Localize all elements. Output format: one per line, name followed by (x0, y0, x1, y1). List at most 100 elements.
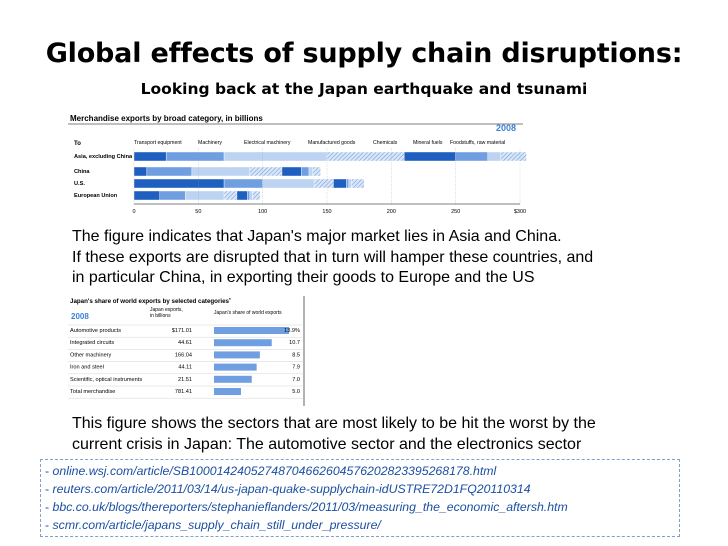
row-label: U.S. (74, 181, 85, 187)
reference-item[interactable]: - scmr.com/article/japans_supply_chain_s… (45, 518, 381, 532)
table-row-category: Other machinery (70, 352, 112, 358)
bar-segment (455, 151, 489, 162)
bar-segment (281, 166, 302, 177)
bar-segment (262, 178, 315, 189)
x-tick-label: 100 (258, 209, 267, 215)
bar-segment (133, 178, 225, 189)
bar-segment (191, 166, 251, 177)
legend-label: Manufactured goods (308, 140, 356, 146)
bar-segment (249, 190, 253, 201)
reference-item[interactable]: - bbc.co.uk/blogs/thereporters/stephanie… (45, 500, 568, 514)
table-row-category: Iron and steel (70, 365, 104, 371)
table-row-share: 8.5 (292, 352, 300, 358)
table-row-share: 5.0 (292, 389, 300, 395)
table-row-share: 7.9 (292, 365, 300, 371)
bar-segment (308, 166, 314, 177)
row-label: European Union (74, 193, 118, 199)
legend-label: Chemicals (373, 140, 398, 146)
table-row-exports: 44.11 (178, 365, 192, 371)
share-bar (214, 327, 289, 334)
bar-segment (333, 178, 347, 189)
bar-segment (223, 190, 238, 201)
bar-segment (252, 190, 261, 201)
bar-segment (165, 151, 225, 162)
table-row-category: Scientific, optical instruments (70, 377, 142, 383)
bar-segment (247, 190, 251, 201)
analysis-paragraph-1: The figure indicates that Japan's major … (72, 227, 712, 289)
table-row-share: 13.9% (284, 328, 300, 334)
x-tick-label: 0 (132, 209, 135, 215)
row-header: To (74, 141, 81, 147)
bar-segment (346, 178, 350, 189)
bar-segment (313, 178, 334, 189)
chart-title: Merchandise exports by broad category, i… (70, 114, 263, 123)
bar-segment (133, 166, 148, 177)
table-row-exports: 166.04 (175, 352, 192, 358)
bar-segment (185, 190, 225, 201)
references-box: - online.wsj.com/article/SB1000142405274… (40, 459, 680, 537)
reference-link[interactable]: reuters.com/article/2011/03/14/us-japan-… (52, 482, 531, 496)
column-header-exports: Japan exports, in billions (150, 307, 183, 319)
slide-subtitle: Looking back at the Japan earthquake and… (140, 80, 588, 98)
table-row-exports: 21.51 (178, 377, 192, 383)
table-title: Japan's share of world exports by select… (70, 297, 231, 305)
column-header-share: Japan's share of world exports (214, 310, 282, 316)
table-row-category: Total merchandise (70, 389, 115, 395)
bar-segment (133, 151, 167, 162)
table-row-share: 7.0 (292, 377, 300, 383)
reference-link[interactable]: bbc.co.uk/blogs/thereporters/stephaniefl… (52, 500, 568, 514)
reference-prefix: - (45, 518, 50, 532)
table-row-category: Integrated circuits (70, 340, 114, 346)
x-tick-label: 200 (387, 209, 396, 215)
bar-segment (326, 151, 405, 162)
bar-segment (500, 151, 527, 162)
slide-title: Global effects of supply chain disruptio… (45, 38, 683, 69)
table-row-exports: 781.41 (175, 389, 192, 395)
reference-link[interactable]: scmr.com/article/japans_supply_chain_sti… (52, 518, 381, 532)
share-bar (214, 388, 241, 395)
table-row-category: Automotive products (70, 328, 121, 334)
bar-segment (133, 190, 160, 201)
bar-segment (249, 166, 283, 177)
bar-segment (487, 151, 501, 162)
x-tick-label: 250 (451, 209, 460, 215)
bar-segment (223, 151, 328, 162)
paragraph-line: current crisis in Japan: The automotive … (72, 435, 582, 453)
paragraph-line: If these exports are disrupted that in t… (72, 248, 594, 266)
paragraph-line: The figure indicates that Japan's major … (72, 228, 562, 245)
legend-label: Machinery (198, 140, 222, 146)
share-bar (214, 339, 272, 347)
table-year-label: 2008 (71, 312, 89, 321)
paragraph-line: This figure shows the sectors that are m… (72, 415, 596, 432)
table-row-exports: 44.61 (178, 340, 192, 346)
legend-label: Transport equipment (134, 140, 182, 146)
reference-prefix: - (45, 464, 50, 478)
row-label: China (74, 169, 90, 175)
exports-by-category-chart: Merchandise exports by broad category, i… (68, 112, 528, 220)
reference-link[interactable]: online.wsj.com/article/SB100014240527487… (52, 464, 497, 478)
bar-segment (348, 178, 352, 189)
bar-segment (223, 178, 263, 189)
analysis-paragraph-2: This figure shows the sectors that are m… (72, 414, 712, 455)
row-label: Asia, excluding China (74, 154, 133, 160)
table-row-exports: $171.01 (172, 328, 192, 334)
bar-segment (236, 190, 248, 201)
bar-segment (312, 166, 321, 177)
legend-label: Electrical machinery (244, 140, 291, 146)
share-bar (214, 363, 257, 371)
bar-segment (351, 178, 365, 189)
reference-prefix: - (45, 482, 50, 496)
x-tick-label: 150 (322, 209, 331, 215)
reference-item[interactable]: - reuters.com/article/2011/03/14/us-japa… (45, 482, 531, 496)
bar-segment (159, 190, 186, 201)
share-bar (214, 351, 260, 359)
chart-year-label: 2008 (496, 123, 516, 133)
x-tick-label: 50 (195, 209, 201, 215)
table-row-share: 10.7 (289, 340, 300, 346)
bar-segment (301, 166, 310, 177)
japan-share-of-exports-table: Japan's share of world exports by select… (68, 296, 308, 406)
legend-label: Foodstuffs, raw material (450, 140, 505, 146)
bar-segment (404, 151, 456, 162)
reference-prefix: - (45, 500, 50, 514)
reference-item[interactable]: - online.wsj.com/article/SB1000142405274… (45, 464, 496, 478)
